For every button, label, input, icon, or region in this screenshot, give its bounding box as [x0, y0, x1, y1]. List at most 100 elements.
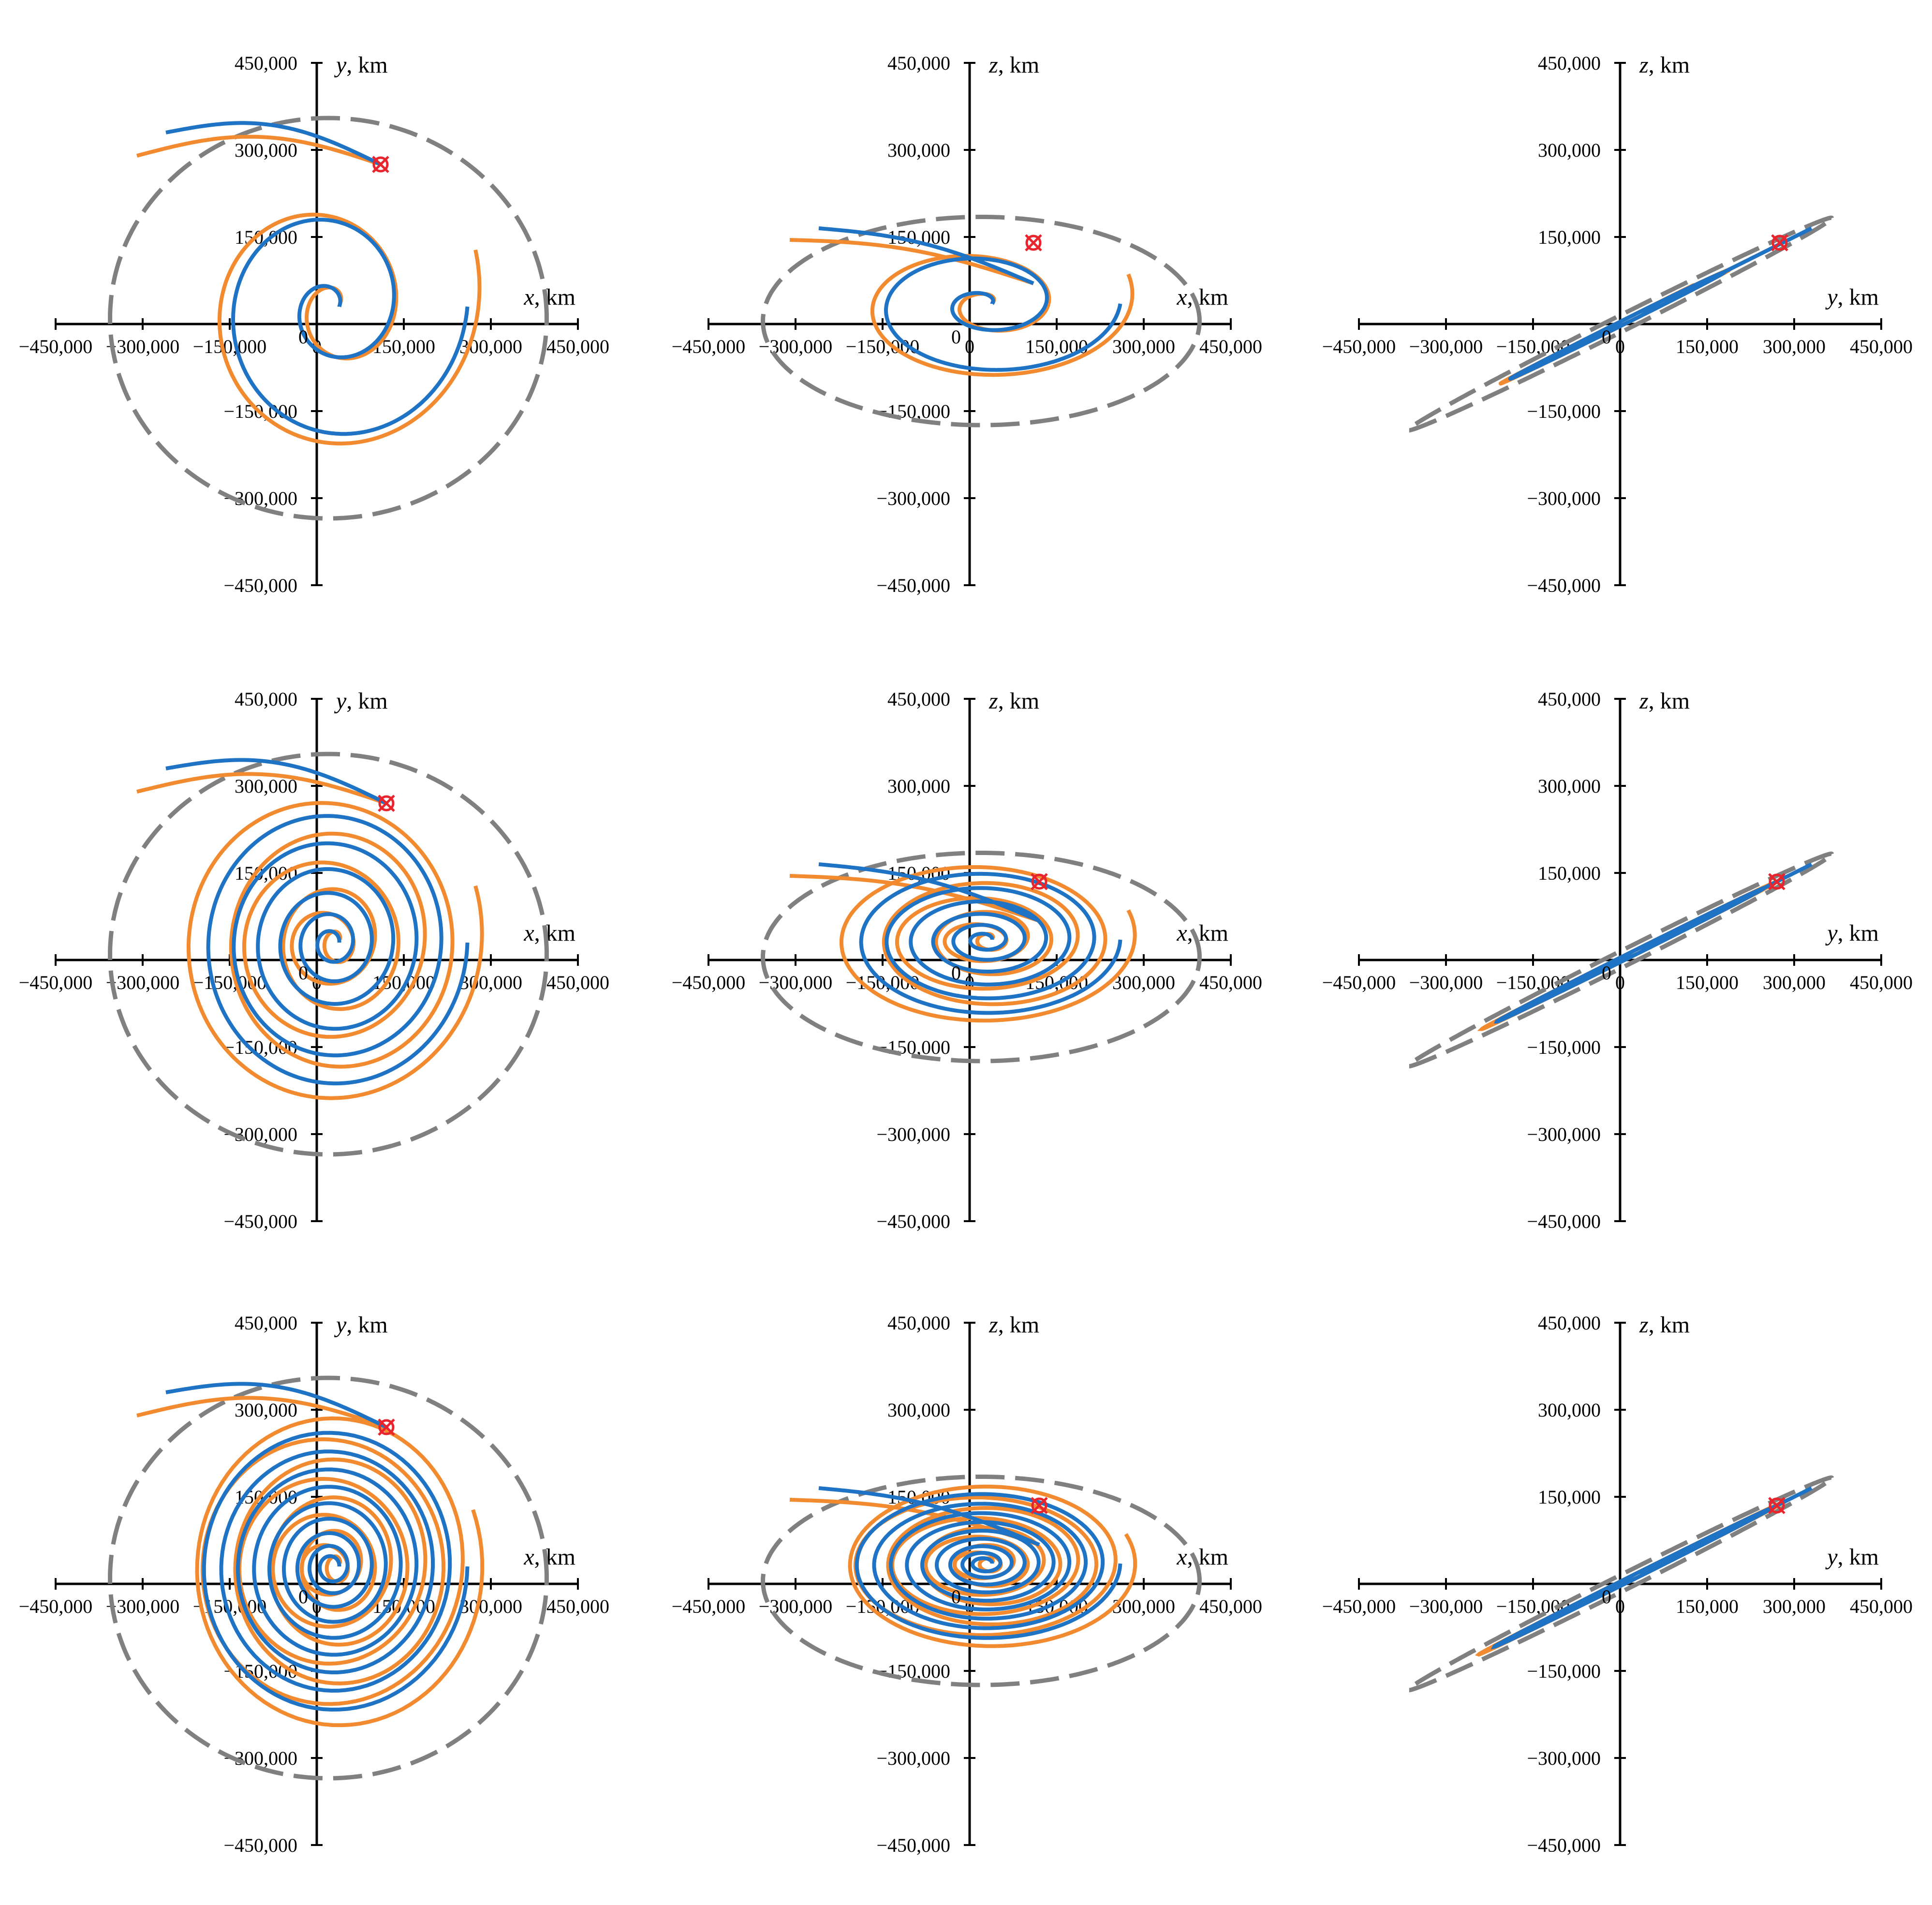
panel-xz-row3: −450,000 −300,000 −150,000 0 150,000 300,000 4… — [672, 1312, 1262, 1856]
marker-circle — [1769, 1497, 1785, 1514]
vertical-axis-title: z, km — [988, 1312, 1039, 1338]
orange-trajectory-tail — [136, 1396, 387, 1429]
y-tick-label: −450,000 — [223, 1834, 297, 1856]
y-tick-label: −450,000 — [1527, 575, 1601, 596]
origin-label: 0 — [1602, 1586, 1611, 1608]
x-tick-label: −450,000 — [19, 972, 93, 993]
x-tick-label: −450,000 — [672, 336, 746, 357]
orange-trajectory-tail — [136, 134, 382, 166]
origin-label: 0 — [298, 326, 308, 348]
x-tick-label: −450,000 — [1322, 972, 1396, 993]
y-tick-label: 150,000 — [1538, 862, 1601, 884]
marker-cross — [1031, 873, 1048, 890]
y-tick-label: 300,000 — [235, 1399, 297, 1421]
vertical-axis-title: z, km — [1639, 688, 1690, 714]
y-tick-label: 450,000 — [235, 688, 297, 710]
y-tick-label: −450,000 — [223, 575, 297, 596]
horizontal-axis-title: x, km — [1176, 920, 1228, 946]
x-tick-label: −450,000 — [672, 1595, 746, 1617]
x-tick-label: 450,000 — [546, 1595, 609, 1617]
gray-dashed-trajectory — [108, 116, 549, 521]
horizontal-axis-title: y, km — [1825, 1544, 1879, 1570]
x-tick-label: 300,000 — [1112, 336, 1175, 357]
y-tick-label: −300,000 — [1527, 487, 1601, 509]
x-tick-label: −450,000 — [1322, 336, 1396, 357]
y-tick-label: 450,000 — [887, 688, 950, 710]
panel-xy-row2: −450,000 −300,000 −150,000 0 150,000 300,000 4… — [19, 688, 609, 1232]
x-tick-label: 0 — [1615, 336, 1625, 357]
y-tick-label: 300,000 — [887, 1399, 950, 1421]
blue-trajectory-tail — [1697, 862, 1813, 923]
origin-label: 0 — [951, 326, 961, 348]
vertical-axis-title: y, km — [334, 1312, 388, 1338]
blue-trajectory — [202, 1431, 470, 1712]
y-tick-label: −150,000 — [1527, 1036, 1601, 1058]
y-tick-label: 150,000 — [1538, 226, 1601, 248]
horizontal-axis-title: y, km — [1825, 920, 1879, 946]
marker-circle — [378, 1419, 395, 1435]
y-tick-label: −300,000 — [1527, 1123, 1601, 1145]
blue-trajectory-tail — [1697, 1486, 1813, 1547]
orange-trajectory-tail — [136, 772, 387, 805]
x-tick-label: 300,000 — [459, 1595, 522, 1617]
y-tick-label: 300,000 — [1538, 775, 1601, 797]
y-tick-label: −300,000 — [876, 1747, 950, 1769]
y-tick-label: −450,000 — [876, 1834, 950, 1856]
marker-cross — [1025, 234, 1042, 251]
x-tick-label: 450,000 — [546, 336, 609, 357]
blue-trajectory — [206, 814, 470, 1086]
marker-cross — [1771, 234, 1788, 251]
panel-yz-row3: −450,000 −300,000 −150,000 0 150,000 300,000 4… — [1322, 1312, 1913, 1856]
origin-label: 0 — [951, 1586, 961, 1608]
y-tick-label: −450,000 — [1527, 1834, 1601, 1856]
marker-circle — [378, 795, 395, 812]
x-tick-label: 150,000 — [1676, 1595, 1739, 1617]
blue-trajectory-tail — [165, 1382, 387, 1429]
x-tick-label: 0 — [1615, 1595, 1625, 1617]
vertical-axis-title: z, km — [1639, 52, 1690, 78]
y-tick-label: 300,000 — [887, 775, 950, 797]
y-tick-label: 300,000 — [235, 139, 297, 161]
y-tick-label: 450,000 — [235, 1312, 297, 1334]
y-tick-label: 450,000 — [887, 1312, 950, 1334]
x-tick-label: −300,000 — [759, 1595, 833, 1617]
marker-circle — [1025, 235, 1042, 251]
y-tick-label: 450,000 — [235, 52, 297, 74]
x-tick-label: 450,000 — [1199, 1595, 1262, 1617]
marker-cross — [1768, 873, 1785, 890]
marker-circle — [372, 156, 389, 173]
vertical-axis-title: y, km — [334, 688, 388, 714]
x-tick-label: 450,000 — [1199, 972, 1262, 993]
panel-xz-row1: −450,000 −300,000 −150,000 0 150,000 300,000 4… — [672, 52, 1262, 596]
y-tick-label: 450,000 — [887, 52, 950, 74]
x-tick-label: 300,000 — [459, 972, 522, 993]
x-tick-label: −450,000 — [19, 336, 93, 357]
vertical-axis-title: z, km — [988, 688, 1039, 714]
marker-cross — [1768, 1497, 1785, 1514]
blue-trajectory-tail — [1700, 226, 1813, 285]
x-tick-label: −300,000 — [1409, 1595, 1483, 1617]
y-tick-label: −150,000 — [1527, 1660, 1601, 1682]
blue-trajectory-tail — [818, 1486, 1040, 1547]
gray-dashed-trajectory — [108, 752, 549, 1157]
y-tick-label: −450,000 — [876, 575, 950, 596]
horizontal-axis-title: x, km — [1176, 284, 1228, 310]
x-tick-label: 300,000 — [1112, 972, 1175, 993]
x-tick-label: −300,000 — [759, 336, 833, 357]
horizontal-axis-title: x, km — [523, 284, 575, 310]
blue-trajectory-tail — [818, 862, 1040, 923]
marker-cross — [1031, 1497, 1048, 1514]
y-tick-label: −450,000 — [223, 1211, 297, 1232]
gray-dashed-trajectory — [108, 1375, 549, 1781]
x-tick-label: 450,000 — [546, 972, 609, 993]
orange-trajectory-tail — [789, 238, 1034, 285]
blue-trajectory — [859, 871, 1122, 1015]
x-tick-label: 450,000 — [1850, 972, 1913, 993]
x-tick-label: −150,000 — [193, 336, 267, 357]
blue-trajectory — [855, 1492, 1122, 1640]
blue-trajectory-tail — [165, 758, 387, 805]
y-tick-label: −300,000 — [876, 1123, 950, 1145]
x-tick-label: 150,000 — [1676, 972, 1739, 993]
horizontal-axis-title: x, km — [1176, 1544, 1228, 1570]
